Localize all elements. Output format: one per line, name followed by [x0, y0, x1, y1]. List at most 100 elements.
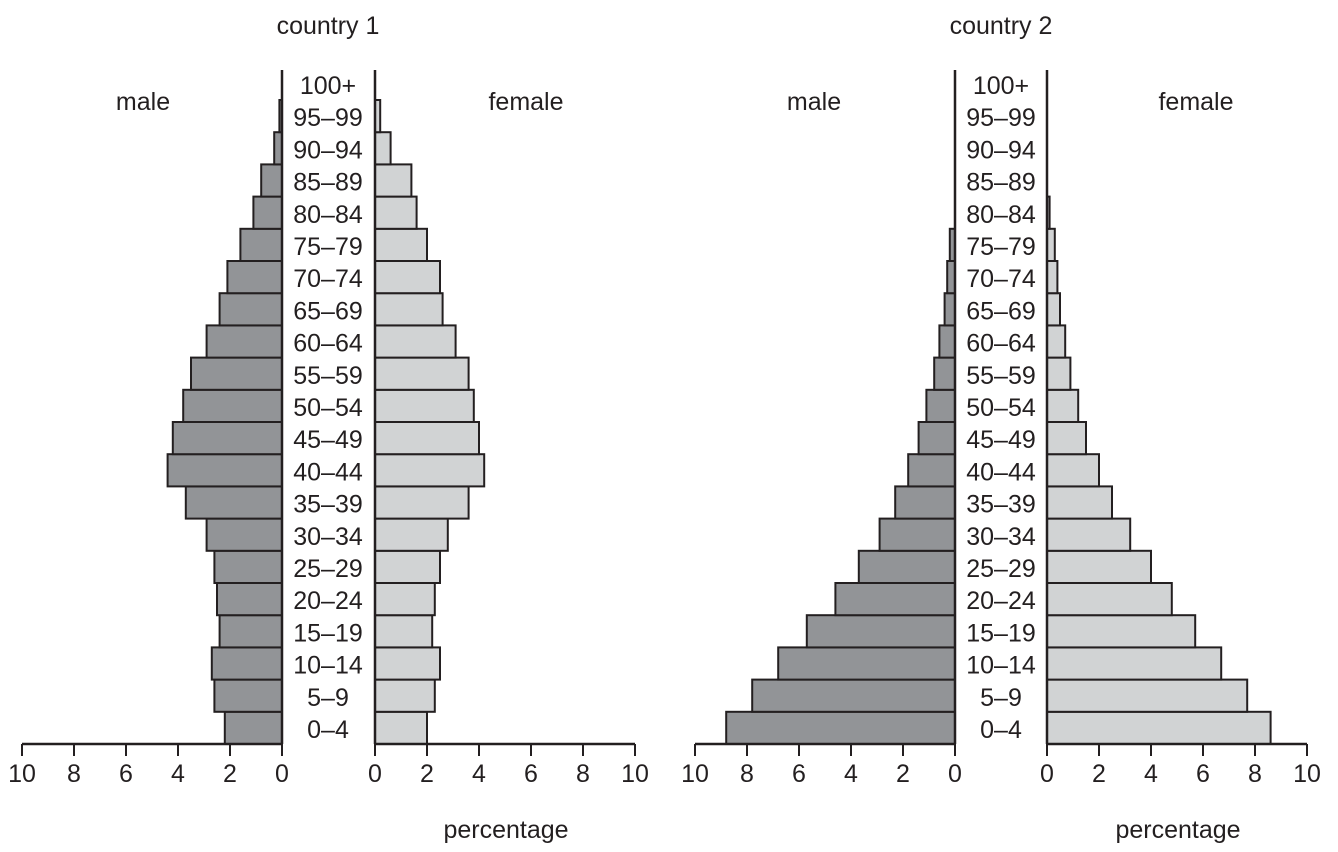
bar-female-0–4: [1046, 710, 1272, 745]
bar-female-10–14: [1046, 646, 1223, 681]
bar-female-40–44: [374, 453, 486, 488]
age-label: 15–19: [293, 619, 363, 647]
bar-female-75–79: [374, 227, 428, 263]
tick-label-female: 8: [576, 760, 590, 788]
bar-female-80–84: [374, 195, 418, 230]
age-label: 100+: [300, 72, 356, 100]
age-label: 70–74: [966, 265, 1036, 293]
bar-female-65–69: [374, 292, 444, 327]
bar-female-40–44: [1046, 453, 1100, 488]
tick-label-male: 10: [8, 760, 36, 788]
bar-female-55–59: [374, 356, 470, 391]
age-label: 95–99: [966, 104, 1036, 132]
tick-label-male: 8: [740, 760, 754, 788]
bar-male-30–34: [878, 517, 956, 552]
tick-label-male: 2: [896, 760, 910, 788]
tick-label-female: 2: [1092, 760, 1106, 788]
age-label: 65–69: [293, 297, 363, 325]
age-label: 30–34: [966, 523, 1036, 551]
age-label: 45–49: [293, 426, 363, 454]
pyramid-country-2: country 2 male female 0–4 5–9 10–14 15–19 20–24…: [681, 12, 1321, 844]
age-label: 85–89: [293, 169, 363, 197]
bar-male-75–79: [239, 227, 283, 263]
age-label: 20–24: [966, 587, 1036, 615]
bar-male-55–59: [933, 356, 957, 391]
bar-male-50–54: [925, 388, 957, 423]
tick-label-female: 6: [524, 760, 538, 788]
age-label: 10–14: [293, 652, 363, 680]
tick-label-male: 8: [67, 760, 81, 788]
bar-female-30–34: [1046, 517, 1132, 552]
x-axis-label: percentage: [443, 816, 568, 844]
bar-male-0–4: [223, 710, 284, 745]
bar-female-50–54: [374, 388, 475, 423]
bar-female-5–9: [1046, 678, 1249, 713]
bar-male-50–54: [182, 388, 283, 423]
bar-female-55–59: [1046, 356, 1072, 391]
bar-female-15–19: [374, 614, 434, 649]
age-label: 90–94: [293, 136, 363, 164]
male-label: male: [787, 88, 841, 116]
tick-label-male: 6: [119, 760, 133, 788]
bar-male-0–4: [725, 710, 957, 745]
tick-label-female: 4: [1144, 760, 1158, 788]
bar-female-0–4: [374, 710, 428, 745]
age-label: 80–84: [293, 201, 363, 229]
bar-male-5–9: [751, 678, 957, 713]
age-label: 80–84: [966, 201, 1036, 229]
tick-label-male: 4: [171, 760, 185, 788]
age-label: 85–89: [966, 169, 1036, 197]
bar-male-25–29: [213, 549, 283, 584]
bar-male-15–19: [218, 614, 284, 649]
age-label: 90–94: [966, 136, 1036, 164]
bar-male-5–9: [213, 678, 283, 713]
tick-label-female: 10: [1293, 760, 1321, 788]
age-label: 60–64: [966, 330, 1036, 358]
bar-male-25–29: [857, 549, 956, 584]
bar-male-20–24: [216, 582, 283, 617]
bar-female-60–64: [374, 324, 457, 359]
bar-female-25–29: [374, 549, 441, 584]
bar-female-10–14: [374, 646, 441, 681]
bar-female-35–39: [1046, 485, 1113, 520]
age-label: 40–44: [966, 458, 1036, 486]
bar-female-90–94: [374, 131, 392, 166]
bar-male-30–34: [205, 517, 284, 552]
age-label: 40–44: [293, 458, 363, 486]
bar-male-10–14: [210, 646, 283, 681]
bar-male-65–69: [218, 292, 284, 327]
chart-title: country 2: [950, 12, 1053, 40]
bar-female-35–39: [374, 485, 470, 520]
bar-female-30–34: [374, 517, 449, 552]
bar-female-45–49: [1046, 421, 1087, 456]
bar-male-40–44: [166, 453, 284, 488]
male-label: male: [116, 88, 170, 116]
age-label: 5–9: [307, 684, 349, 712]
bar-female-65–69: [1046, 292, 1061, 327]
bar-female-85–89: [374, 163, 413, 198]
bar-male-35–39: [894, 485, 957, 520]
bar-male-65–69: [943, 292, 956, 327]
x-axis-label: percentage: [1115, 816, 1240, 844]
age-label: 50–54: [293, 394, 363, 422]
tick-label-female: 4: [472, 760, 486, 788]
age-label: 5–9: [980, 684, 1022, 712]
age-label: 55–59: [966, 362, 1036, 390]
bar-male-20–24: [834, 582, 957, 617]
tick-label-female: 0: [368, 760, 382, 788]
bar-male-45–49: [917, 421, 956, 456]
bar-female-20–24: [374, 582, 436, 617]
pyramid-country-1: country 1 male female 0–4 5–9 10–14 15–19 20–24…: [8, 12, 649, 844]
tick-label-male: 0: [948, 760, 962, 788]
age-label: 55–59: [293, 362, 363, 390]
bar-male-60–64: [938, 324, 957, 359]
bar-male-35–39: [184, 485, 283, 520]
age-label: 60–64: [293, 330, 363, 358]
bar-female-20–24: [1046, 582, 1173, 617]
bar-female-25–29: [1046, 549, 1152, 584]
age-label: 50–54: [966, 394, 1036, 422]
tick-label-male: 2: [223, 760, 237, 788]
female-label: female: [488, 88, 563, 116]
bar-male-70–74: [226, 260, 283, 295]
tick-label-female: 10: [621, 760, 649, 788]
